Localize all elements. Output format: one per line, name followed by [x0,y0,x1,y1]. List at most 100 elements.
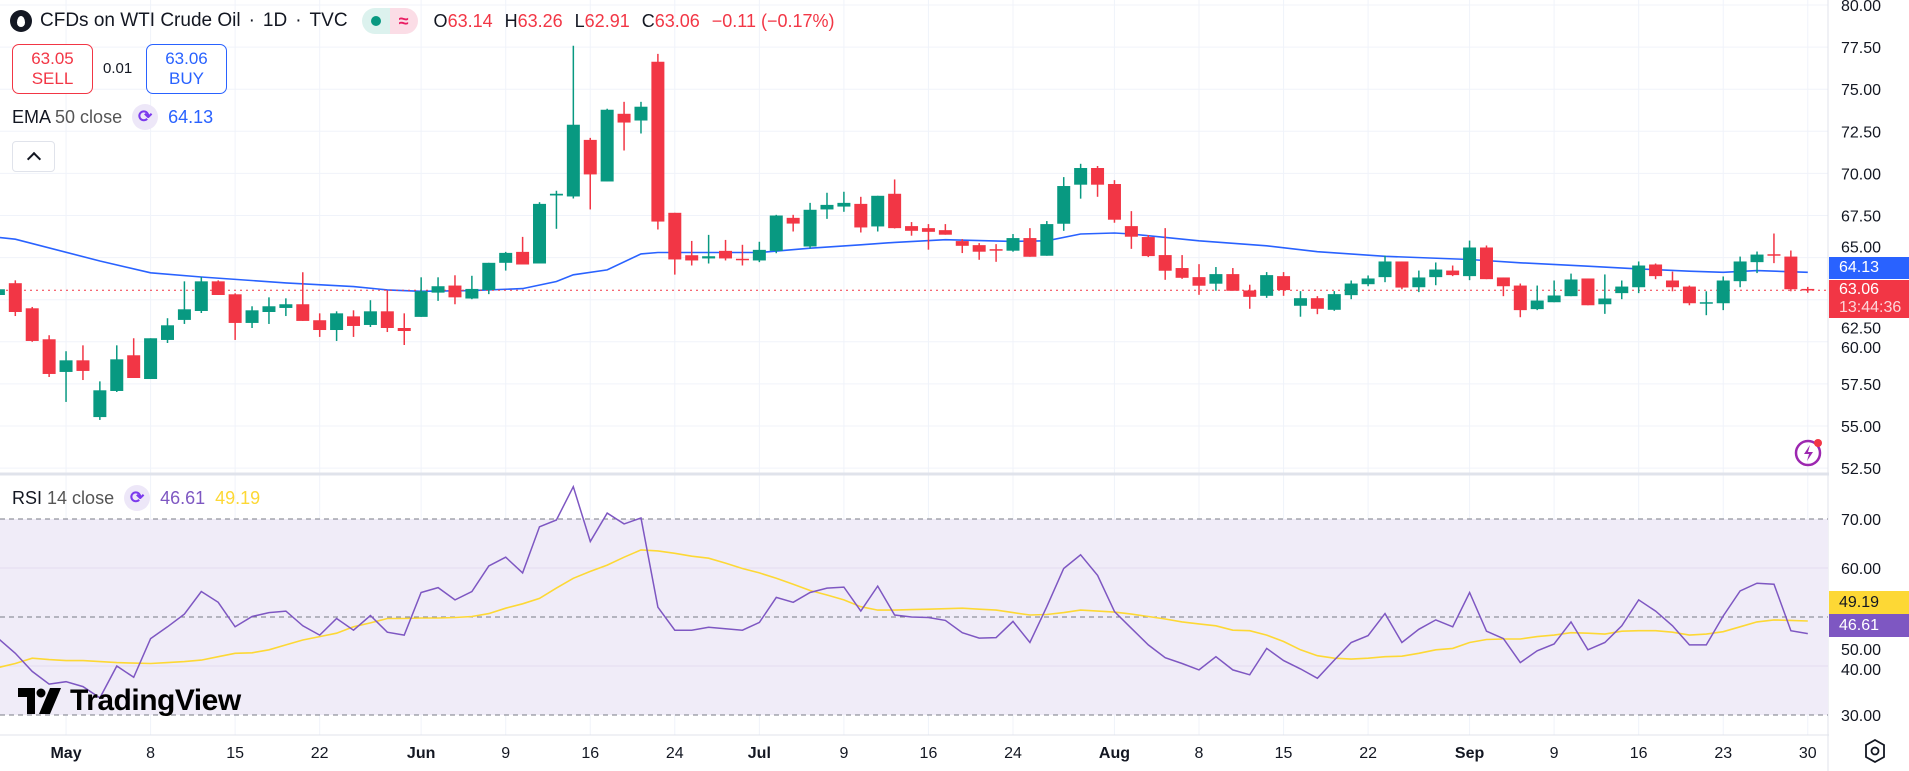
buy-button[interactable]: 63.06 BUY [146,44,227,94]
candle-body[interactable] [938,230,952,235]
candle[interactable] [1649,263,1663,280]
candle[interactable] [42,335,56,377]
candle[interactable] [211,280,225,295]
candle-body[interactable] [1750,254,1764,263]
candle[interactable] [1632,261,1646,294]
candle-body[interactable] [1293,298,1307,306]
candle-body[interactable] [313,320,327,331]
interval[interactable]: 1D [262,10,288,31]
candle[interactable] [735,244,749,266]
candle-body[interactable] [262,306,276,312]
sync-icon[interactable]: ⟳ [124,485,151,511]
candle[interactable] [465,275,479,300]
candle[interactable] [685,240,699,266]
candle-body[interactable] [380,311,394,328]
candle[interactable] [8,280,22,317]
candle[interactable] [1124,211,1138,249]
ema-legend[interactable]: EMA 50 close ⟳ 64.13 [12,104,213,130]
candle-body[interactable] [1378,261,1392,278]
candle-body[interactable] [1716,280,1730,304]
candle[interactable] [1750,251,1764,274]
candle[interactable] [989,244,1003,262]
candle[interactable] [245,306,259,328]
candles[interactable] [0,45,1815,420]
candle[interactable] [1293,291,1307,317]
candle[interactable] [1361,275,1375,287]
candle[interactable] [600,108,614,182]
candle[interactable] [1682,285,1696,306]
candle-body[interactable] [854,203,868,228]
candle-body[interactable] [735,258,749,261]
candle[interactable] [499,251,513,271]
candle[interactable] [1209,267,1223,291]
candle[interactable] [1716,276,1730,311]
candle[interactable] [972,243,986,260]
candle-body[interactable] [1107,184,1121,220]
candle[interactable] [1496,277,1510,297]
candle[interactable] [1699,291,1713,316]
candle-body[interactable] [1496,277,1510,287]
candle[interactable] [1801,286,1815,293]
candle-body[interactable] [617,113,631,123]
collapse-legend-button[interactable] [12,141,55,172]
candle-body[interactable] [0,289,5,295]
candle[interactable] [651,53,665,230]
candle[interactable] [1040,221,1054,256]
candle[interactable] [397,313,411,345]
candle[interactable] [482,262,496,295]
candle-body[interactable] [211,281,225,295]
candle-body[interactable] [702,256,716,259]
candle-body[interactable] [549,193,563,196]
candle-body[interactable] [1479,247,1493,280]
candle-body[interactable] [1547,295,1561,303]
candle-body[interactable] [1310,298,1324,309]
candle-body[interactable] [1040,224,1054,256]
candle[interactable] [803,202,817,249]
candle[interactable] [1581,278,1595,306]
candle[interactable] [431,277,445,301]
candle-body[interactable] [516,251,530,265]
candle[interactable] [1412,270,1426,293]
candle[interactable] [668,212,682,275]
candle-body[interactable] [989,249,1003,251]
candle[interactable] [1564,273,1578,297]
candle[interactable] [380,290,394,333]
candle[interactable] [296,272,310,321]
candle[interactable] [1277,272,1291,296]
candle[interactable] [702,234,716,264]
candle-body[interactable] [1243,290,1257,297]
candle[interactable] [516,236,530,265]
candle-body[interactable] [1801,288,1815,291]
candle[interactable] [1547,280,1561,303]
candle[interactable] [414,277,428,317]
candle[interactable] [1141,235,1155,258]
candle-body[interactable] [110,359,124,391]
axes[interactable]: 80.00 77.50 75.00 72.50 70.00 67.50 65.00 62.50… [50,0,1909,771]
candle-body[interactable] [177,309,191,320]
candle-body[interactable] [668,212,682,260]
candle-body[interactable] [1446,270,1460,276]
candle[interactable] [1767,233,1781,264]
candle[interactable] [262,297,276,324]
candle[interactable] [161,318,174,343]
candle[interactable] [313,313,327,337]
candle[interactable] [1479,245,1493,280]
candle-body[interactable] [1158,255,1172,271]
candle-body[interactable] [330,313,344,331]
candle-body[interactable] [651,61,665,222]
candle[interactable] [1310,296,1324,315]
candle[interactable] [955,239,969,254]
sync-icon[interactable]: ⟳ [132,104,159,130]
candle-body[interactable] [905,226,919,231]
candle[interactable] [1260,272,1274,298]
candle-body[interactable] [634,106,648,121]
candle[interactable] [330,311,344,341]
candle-body[interactable] [786,217,800,224]
candle-body[interactable] [769,215,783,251]
candle-body[interactable] [296,304,310,321]
candle[interactable] [1226,268,1240,291]
candle[interactable] [1733,256,1747,288]
candle[interactable] [127,338,141,379]
candle[interactable] [1243,284,1257,309]
candle[interactable] [1446,265,1460,277]
